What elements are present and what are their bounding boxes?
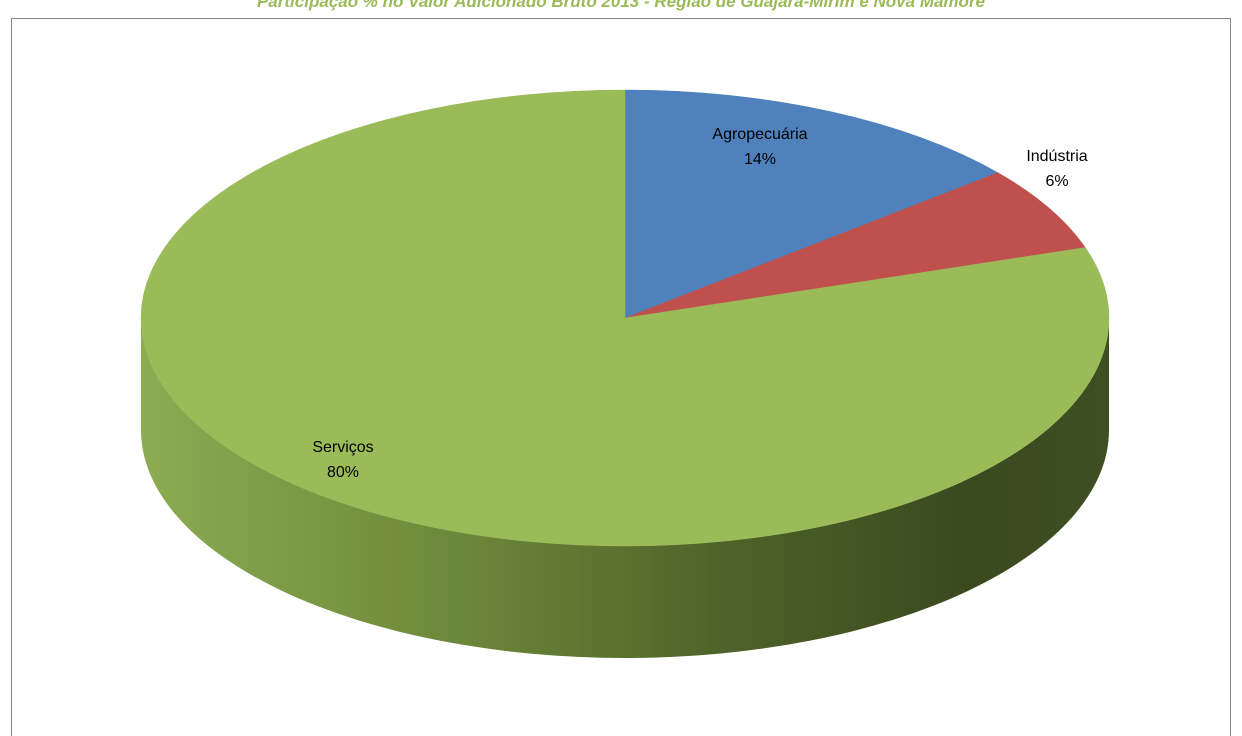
pie-slice-industria xyxy=(624,172,1086,319)
pie-side-servicos xyxy=(141,318,1109,658)
pie-slice-servicos xyxy=(140,89,1110,547)
slice-value-label: 80% xyxy=(327,464,359,481)
data-label-agropecuaria: Agropecuária 14% xyxy=(712,126,807,168)
pie-slice-agropecuaria xyxy=(624,89,999,319)
slice-category-label: Agropecuária xyxy=(712,126,807,143)
slice-category-label: Serviços xyxy=(312,439,373,456)
slice-value-label: 14% xyxy=(744,151,776,168)
pie-top-layer xyxy=(140,89,1110,547)
pie-side-layer xyxy=(141,318,1109,658)
data-label-servicos: Serviços 80% xyxy=(312,439,373,481)
chart-title: Participação % no Valor Adicionado Bruto… xyxy=(256,0,986,11)
slice-category-label: Indústria xyxy=(1026,148,1087,165)
data-label-industria: Indústria 6% xyxy=(1026,148,1087,190)
slice-value-label: 6% xyxy=(1045,173,1068,190)
pie-label-layer: Agropecuária 14% Indústria 6% Serviços 80% xyxy=(312,126,1087,481)
